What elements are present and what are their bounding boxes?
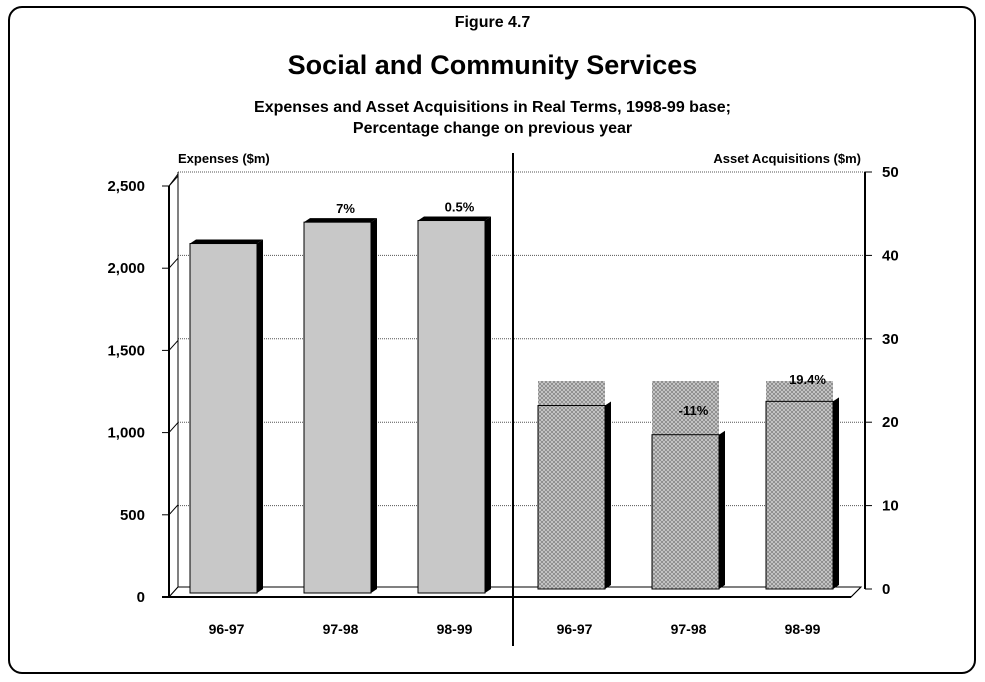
expense-bar-top	[190, 239, 263, 244]
left-wall-top	[168, 173, 179, 187]
x-tick-label: 97-98	[323, 621, 359, 637]
x-tick-label: 98-99	[437, 621, 473, 637]
right-tick-label: 40	[882, 247, 899, 264]
left-tick-label: 1,500	[107, 342, 145, 359]
left-tick-label: 2,500	[107, 178, 145, 195]
left-tick-label: 0	[137, 589, 145, 606]
right-tick-label: 50	[882, 164, 899, 181]
depth-tick	[168, 422, 179, 433]
expense-bar-side	[257, 239, 263, 594]
right-tick-label: 0	[882, 581, 890, 598]
left-tick-label: 1,000	[107, 425, 145, 442]
asset-bar-side	[605, 401, 611, 589]
depth-tick	[168, 504, 179, 516]
depth-tick	[168, 257, 179, 269]
chart-frame	[8, 6, 976, 674]
depth-tick	[168, 340, 179, 351]
floor-edge	[850, 586, 862, 598]
x-tick-label: 96-97	[209, 621, 245, 637]
x-tick-label: 97-98	[671, 621, 707, 637]
asset-bar	[765, 400, 834, 590]
asset-bar-upper-shade	[652, 381, 719, 435]
chart-subtitle-2: Percentage change on previous year	[352, 120, 633, 137]
asset-bar	[537, 405, 606, 590]
data-label: 0.5%	[445, 200, 475, 215]
left-tick-label: 2,000	[107, 260, 145, 277]
asset-bar-side	[833, 397, 839, 589]
expense-bar	[189, 243, 258, 594]
figure-label: Figure 4.7	[454, 14, 531, 31]
asset-bar-upper-shade	[766, 381, 833, 402]
left-axis-label: Expenses ($m)	[178, 151, 270, 166]
floor	[167, 586, 863, 598]
right-axis-label: Asset Acquisitions ($m)	[713, 151, 861, 166]
expense-bar	[303, 221, 372, 594]
expense-bar-side	[485, 216, 491, 594]
left-tick-label: 500	[120, 507, 145, 524]
asset-bar-upper-shade	[538, 381, 605, 406]
data-label: 19.4%	[789, 372, 826, 387]
chart-title: Social and Community Services	[287, 50, 698, 80]
right-tick-label: 30	[882, 331, 899, 348]
expense-bar-side	[371, 218, 377, 593]
chart-subtitle-1: Expenses and Asset Acquisitions in Real …	[254, 99, 731, 116]
data-label: 7%	[336, 201, 355, 216]
x-tick-label: 96-97	[557, 621, 593, 637]
right-tick-label: 20	[882, 414, 899, 431]
data-label: -11%	[679, 403, 709, 418]
expense-bar-top	[418, 216, 491, 221]
right-tick-label: 10	[882, 498, 899, 515]
asset-bar	[651, 434, 720, 590]
expense-bar	[417, 220, 486, 594]
asset-bar-side	[719, 430, 725, 589]
expense-bar-top	[304, 218, 377, 223]
x-tick-label: 98-99	[785, 621, 821, 637]
